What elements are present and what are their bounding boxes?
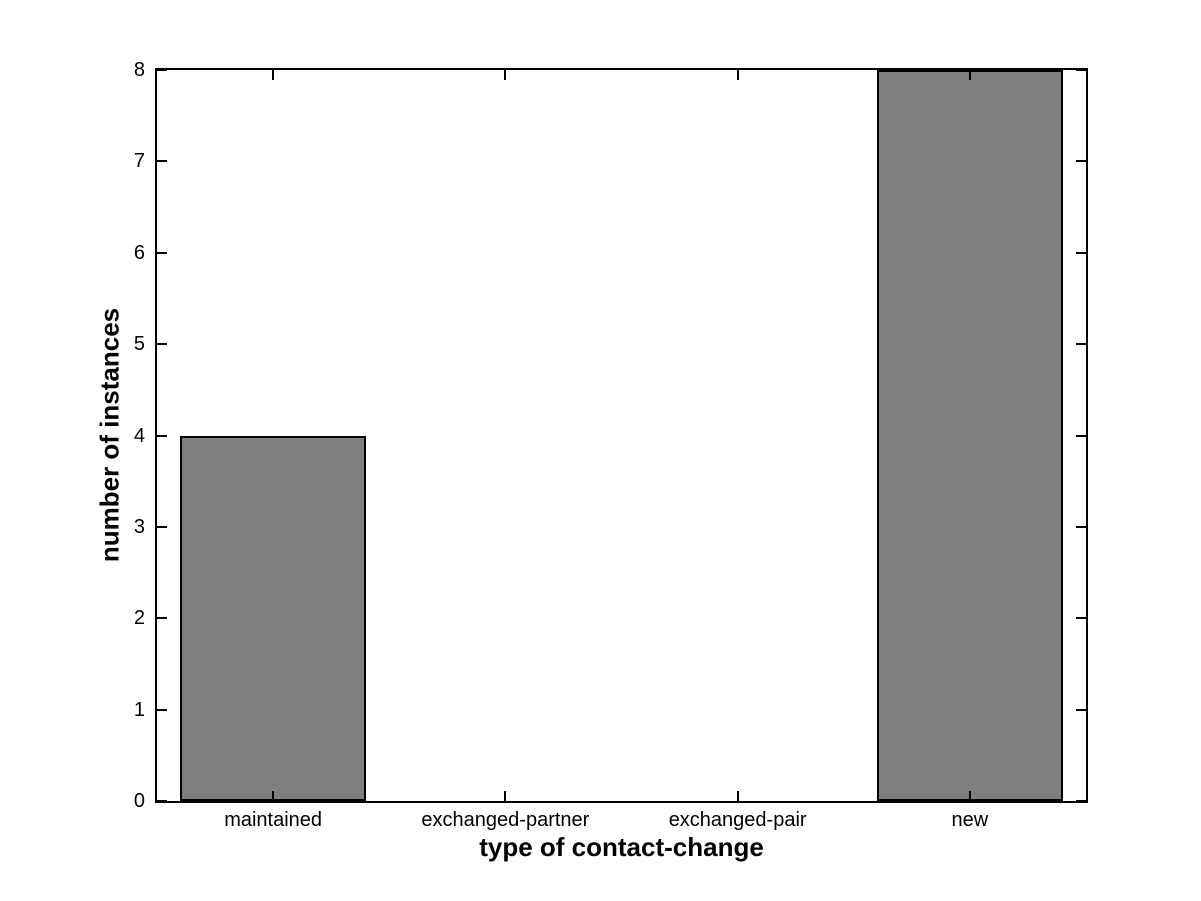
y-tick-mark	[1076, 251, 1086, 254]
y-tick-mark	[1076, 343, 1086, 346]
y-tick-mark	[1076, 434, 1086, 437]
x-tick-mark	[736, 791, 739, 801]
y-tick-label: 4	[133, 424, 145, 447]
x-tick-label: exchanged-pair	[668, 809, 807, 831]
y-tick-mark	[1076, 525, 1086, 528]
x-tick-label: maintained	[224, 809, 323, 831]
y-tick-mark	[157, 434, 167, 437]
y-tick-mark	[1076, 69, 1086, 71]
y-tick-mark	[157, 525, 167, 528]
y-tick-mark	[157, 343, 167, 346]
y-tick-label: 2	[133, 607, 145, 630]
bar-new	[876, 70, 1063, 801]
x-tick-mark	[968, 70, 971, 80]
y-tick-mark	[1076, 800, 1086, 802]
y-tick-label: 3	[133, 515, 145, 538]
plot-area	[155, 68, 1088, 803]
x-tick-label: new	[951, 809, 989, 831]
y-tick-mark	[1076, 160, 1086, 163]
y-tick-mark	[1076, 708, 1086, 711]
x-tick-label: exchanged-partner	[421, 809, 590, 831]
y-tick-mark	[157, 708, 167, 711]
x-axis-title: type of contact-change	[479, 832, 764, 862]
x-tick-mark	[968, 791, 971, 801]
y-tick-mark	[157, 160, 167, 163]
y-tick-mark	[157, 69, 167, 71]
y-tick-mark	[1076, 617, 1086, 620]
y-tick-label: 6	[133, 241, 145, 264]
x-tick-mark	[504, 70, 507, 80]
x-tick-mark	[736, 70, 739, 80]
y-tick-label: 0	[133, 790, 145, 812]
x-tick-mark	[272, 70, 275, 80]
y-tick-mark	[157, 251, 167, 254]
y-tick-label: 1	[133, 698, 145, 721]
y-tick-mark	[157, 617, 167, 620]
bar-maintained	[180, 435, 367, 801]
y-tick-label: 5	[133, 333, 145, 356]
y-tick-mark	[157, 800, 167, 802]
y-tick-label: 8	[133, 59, 145, 81]
y-tick-label: 7	[133, 150, 145, 173]
x-tick-mark	[504, 791, 507, 801]
y-axis-title: number of instances	[94, 307, 125, 563]
x-tick-mark	[272, 791, 275, 801]
